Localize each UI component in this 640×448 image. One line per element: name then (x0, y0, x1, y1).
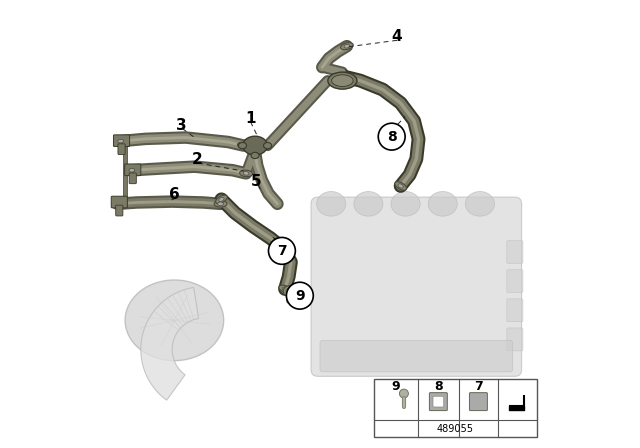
FancyBboxPatch shape (507, 299, 523, 322)
FancyBboxPatch shape (374, 379, 538, 437)
FancyBboxPatch shape (311, 197, 522, 376)
Ellipse shape (243, 172, 249, 175)
Ellipse shape (239, 170, 253, 177)
FancyBboxPatch shape (116, 205, 123, 216)
Circle shape (399, 389, 408, 398)
Ellipse shape (391, 191, 420, 216)
Text: 7: 7 (277, 244, 287, 258)
Text: 3: 3 (176, 118, 186, 133)
FancyBboxPatch shape (507, 270, 523, 293)
Ellipse shape (328, 72, 357, 89)
FancyBboxPatch shape (433, 396, 444, 407)
Ellipse shape (241, 144, 246, 147)
Ellipse shape (465, 191, 495, 216)
Ellipse shape (114, 138, 127, 144)
Ellipse shape (243, 136, 268, 155)
FancyBboxPatch shape (507, 241, 523, 263)
Ellipse shape (395, 181, 406, 190)
Text: 8: 8 (387, 129, 397, 144)
FancyBboxPatch shape (111, 196, 127, 208)
FancyBboxPatch shape (507, 328, 523, 351)
Ellipse shape (279, 285, 291, 293)
FancyBboxPatch shape (125, 164, 141, 176)
Ellipse shape (237, 142, 250, 149)
Text: 9: 9 (392, 380, 400, 393)
Text: 6: 6 (169, 187, 180, 202)
FancyBboxPatch shape (320, 340, 513, 372)
Text: 7: 7 (474, 380, 483, 393)
Circle shape (378, 123, 405, 150)
FancyBboxPatch shape (129, 173, 136, 184)
Circle shape (269, 237, 295, 264)
Ellipse shape (125, 280, 224, 361)
Ellipse shape (251, 152, 259, 159)
Circle shape (287, 282, 314, 309)
Ellipse shape (214, 201, 227, 207)
Text: 2: 2 (191, 151, 202, 167)
Ellipse shape (332, 75, 353, 86)
Ellipse shape (129, 168, 134, 172)
Ellipse shape (344, 44, 349, 48)
Circle shape (284, 286, 294, 297)
FancyBboxPatch shape (429, 392, 447, 410)
Ellipse shape (264, 142, 271, 149)
Text: 1: 1 (245, 111, 256, 126)
Ellipse shape (118, 139, 124, 143)
Ellipse shape (218, 202, 223, 206)
Circle shape (286, 289, 291, 294)
FancyBboxPatch shape (118, 144, 125, 155)
Text: 9: 9 (295, 289, 305, 303)
Text: 489055: 489055 (437, 424, 474, 434)
Ellipse shape (398, 184, 403, 188)
Ellipse shape (340, 43, 353, 50)
FancyBboxPatch shape (113, 135, 129, 146)
Ellipse shape (282, 287, 288, 291)
Ellipse shape (317, 191, 346, 216)
Ellipse shape (216, 195, 227, 204)
Ellipse shape (354, 191, 383, 216)
Ellipse shape (428, 191, 458, 216)
Polygon shape (141, 288, 198, 400)
Ellipse shape (219, 197, 224, 202)
Text: 8: 8 (434, 380, 443, 393)
FancyBboxPatch shape (470, 392, 488, 410)
Text: 5: 5 (251, 174, 262, 189)
Text: 4: 4 (391, 29, 401, 44)
Ellipse shape (125, 167, 138, 173)
Ellipse shape (239, 142, 246, 149)
